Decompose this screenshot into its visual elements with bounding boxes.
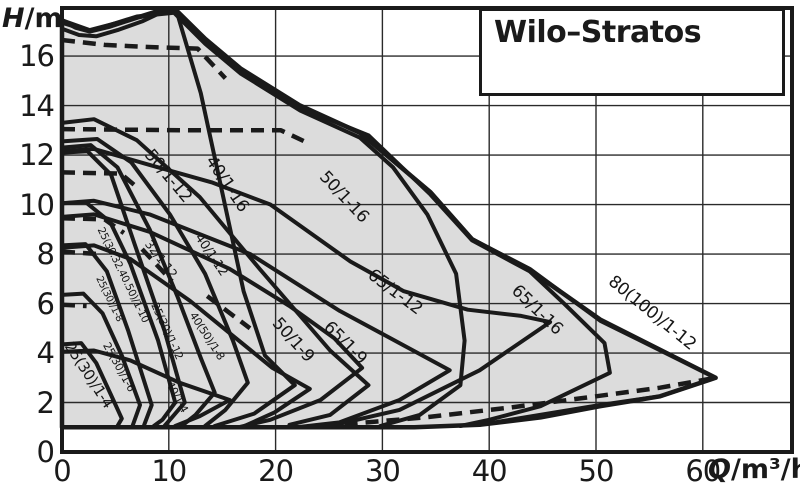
x-tick-20: 20 (258, 454, 294, 488)
dashed-limit-curve-5 (61, 302, 87, 309)
y-tick-0: 0 (36, 435, 55, 469)
dashed-limit-curve-1 (61, 126, 311, 146)
x-tick-30: 30 (364, 454, 401, 488)
curve-aux-17 (60, 10, 163, 39)
curve-65/1-9 (60, 198, 452, 429)
x-tick-60: 60 (685, 454, 721, 488)
plot-border (60, 6, 794, 454)
y-tick-8: 8 (36, 237, 55, 272)
x-axis-symbol: Q (708, 454, 731, 485)
x-axis-unit: /m³/h (730, 454, 800, 485)
y-tick-16: 16 (19, 39, 55, 74)
x-tick-10: 10 (151, 454, 187, 488)
dashed-limit-curve-0 (61, 37, 228, 80)
y-axis-unit: /m (24, 3, 63, 34)
curve-25(30)/1-8 (60, 242, 154, 427)
x-tick-50: 50 (578, 454, 615, 488)
curve-50/1-12 (60, 117, 371, 427)
curve-40/1-4 (60, 348, 232, 428)
x-axis-title: Q/m³/h (708, 453, 800, 487)
curve-25(30.32.40.50)/1-10 (60, 200, 178, 428)
chart-title: Wilo–Stratos (494, 15, 702, 50)
curve-80(100)/1-12 (358, 130, 718, 427)
y-tick-14: 14 (19, 88, 55, 123)
dashed-limit-curve-8 (323, 375, 716, 429)
y-axis-title: H/m (2, 4, 63, 34)
curve-65/1-16 (237, 68, 612, 428)
curve-40/1-12 (60, 137, 250, 428)
curve-50/1-9 (60, 212, 365, 429)
curve-40(50)/1-8 (60, 243, 312, 428)
y-tick-6: 6 (36, 286, 55, 321)
curve-25(30)/1-4 (60, 341, 124, 428)
x-tick-0: 0 (53, 454, 71, 488)
chart-title-box: Wilo–Stratos (479, 8, 785, 96)
x-tick-40: 40 (471, 454, 508, 488)
y-tick-2: 2 (36, 385, 55, 420)
curve-50/1-16 (60, 10, 467, 428)
curve-25(30)/1-6 (60, 291, 142, 428)
dashed-limit-curve-3 (61, 215, 126, 235)
y-axis-symbol: H (2, 3, 25, 34)
dashed-limit-curve-4 (61, 249, 99, 257)
y-tick-4: 4 (36, 336, 55, 371)
y-tick-12: 12 (19, 138, 55, 173)
curve-25(30)/1-12 (60, 149, 187, 428)
curve-65/1-12 (60, 146, 553, 428)
dashed-limit-curve-2 (61, 170, 142, 192)
dashed-limit-curve-6 (140, 247, 174, 283)
dashed-limit-curve-7 (205, 294, 252, 331)
y-tick-10: 10 (19, 187, 55, 222)
